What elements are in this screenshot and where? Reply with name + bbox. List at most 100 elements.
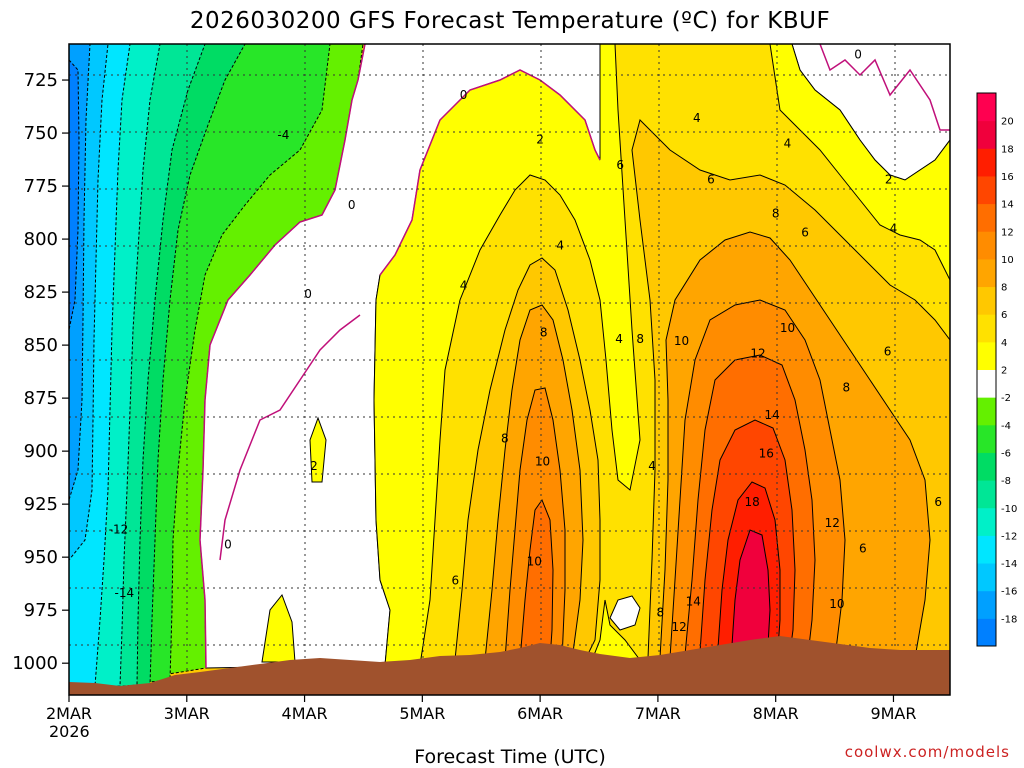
contour-label: 6 [616, 158, 624, 172]
contour-label: 2 [885, 173, 893, 187]
contour-labels: -12 -14 -4 0 0 0 0 0 2 2 2 4 4 4 4 4 4 4 6 6 6 6 6 6 6 8 8 8 8 8 8 10 10… [109, 48, 942, 635]
contour-label: 14 [686, 595, 701, 609]
contour-label: 0 [460, 88, 468, 102]
source-credit[interactable]: coolwx.com/models [845, 743, 1010, 761]
contour-label: 6 [707, 173, 715, 187]
colorbar-swatch [977, 175, 996, 205]
colorbar-tick-label: -4 [1001, 421, 1011, 432]
freezing-line-0c [819, 44, 950, 131]
colorbar-tick-label: 16 [1001, 172, 1014, 183]
contour-label: 10 [829, 597, 844, 611]
pressure-tick-label: 825 [24, 282, 58, 303]
contour-label: 6 [859, 542, 867, 556]
colorbar-tick-label: 8 [1001, 283, 1007, 294]
contour-label: 0 [854, 48, 862, 62]
colorbar-swatch [977, 397, 996, 426]
contour-label: 16 [759, 446, 774, 460]
contour-label: -12 [109, 523, 129, 537]
colorbar-tick-label: 10 [1001, 255, 1014, 266]
contour-label: 10 [674, 334, 689, 348]
colorbar-swatch [977, 535, 996, 564]
contour-label: -4 [277, 128, 289, 142]
time-tick-label: 7MAR [635, 704, 681, 723]
cold-pocket [609, 595, 641, 631]
contour-label: 10 [535, 455, 550, 469]
contour-label: 8 [540, 325, 548, 339]
contour-label: 8 [772, 207, 780, 221]
colorbar-swatch [977, 148, 996, 177]
contour-label: 12 [750, 347, 765, 361]
grid [69, 44, 950, 695]
colorbar-swatch [977, 341, 996, 370]
pressure-tick-label: 875 [24, 388, 58, 409]
freezing-line-0d [219, 314, 361, 561]
contour-label: 4 [615, 332, 623, 346]
colorbar-tick-label: -8 [1001, 476, 1011, 487]
contour-label: 4 [890, 221, 898, 235]
year-label: 2026 [49, 722, 90, 741]
contour-label: 6 [884, 344, 892, 358]
pressure-tick-label: 975 [24, 600, 58, 621]
plot-frame [68, 43, 951, 696]
pressure-tick-label: 775 [24, 176, 58, 197]
pressure-axis: 725 750 775 800 825 850 875 900 925 950 975 1000 [12, 70, 69, 674]
warm-pocket [309, 416, 327, 483]
pressure-tick-label: 1000 [12, 653, 58, 674]
colorbar-swatch [977, 590, 996, 619]
colorbar-swatch [977, 231, 996, 260]
contour-label: 12 [671, 620, 686, 634]
pressure-tick-label: 950 [24, 547, 58, 568]
time-tick-label: 2MAR [46, 704, 92, 723]
x-axis-title: Forecast Time (UTC) [414, 746, 605, 768]
contour-label: 2 [310, 459, 318, 473]
contour-label: 4 [693, 111, 701, 125]
freezing-line-0 [199, 44, 366, 669]
contour-label: 6 [801, 226, 809, 240]
colorbar-tick-label: -14 [1001, 559, 1017, 570]
contour-label: 4 [556, 238, 564, 252]
colorbar-tick-label: -18 [1001, 614, 1017, 625]
pressure-tick-label: 900 [24, 441, 58, 462]
contour-label: 14 [765, 408, 780, 422]
time-tick-label: 6MAR [517, 704, 563, 723]
colorbar-tick-label: -16 [1001, 587, 1017, 598]
time-axis: 2MAR 3MAR 4MAR 5MAR 6MAR 7MAR 8MAR 9MAR [46, 695, 916, 723]
contour-label: 2 [536, 132, 544, 146]
colorbar-swatch [977, 93, 996, 122]
colorbar-swatch [977, 286, 996, 315]
colorbar: 20 18 16 14 12 10 8 6 4 2 -2 -4 -6 -8 -10 -12 -14 -16 -18 [976, 92, 1017, 647]
terrain [69, 636, 950, 695]
contour-label: 8 [636, 332, 644, 346]
colorbar-swatch [977, 203, 996, 232]
colorbar-tick-label: 4 [1001, 338, 1007, 349]
time-tick-label: 9MAR [870, 704, 916, 723]
time-tick-label: 4MAR [282, 704, 328, 723]
contour-label: 12 [825, 516, 840, 530]
pressure-tick-label: 725 [24, 70, 58, 91]
contour-label: 8 [656, 605, 664, 619]
colorbar-swatch [977, 314, 996, 343]
contour-label: 4 [648, 459, 656, 473]
colorbar-tick-label: 18 [1001, 144, 1014, 155]
colorbar-swatch [977, 424, 996, 453]
time-tick-label: 5MAR [399, 704, 445, 723]
freezing-line-0b [379, 69, 601, 276]
colorbar-tick-label: 2 [1001, 366, 1007, 377]
colorbar-tick-label: -2 [1001, 393, 1011, 404]
plot-area: -12 -14 -4 0 0 0 0 0 2 2 2 4 4 4 4 4 4 4 6 6 6 6 6 6 6 8 8 8 8 8 8 10 10… [69, 44, 950, 695]
colorbar-swatch [977, 120, 996, 149]
time-tick-label: 3MAR [164, 704, 210, 723]
contour-label: 0 [304, 287, 312, 301]
colorbar-swatch [977, 369, 996, 398]
contour-label: 4 [460, 279, 468, 293]
contour-label: 6 [934, 495, 942, 509]
colorbar-swatch [977, 618, 996, 647]
contour-label: 4 [784, 137, 792, 151]
colorbar-tick-label: 12 [1001, 227, 1014, 238]
colorbar-swatch [977, 480, 996, 509]
contour-label: 6 [452, 573, 460, 587]
pressure-tick-label: 925 [24, 494, 58, 515]
colorbar-tick-label: -12 [1001, 531, 1017, 542]
contour-label: 8 [843, 381, 851, 395]
